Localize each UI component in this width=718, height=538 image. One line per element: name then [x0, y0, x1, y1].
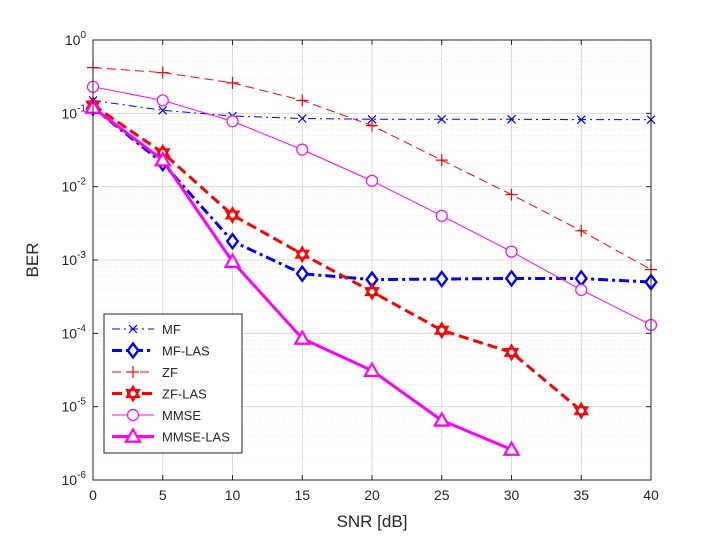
legend-marker-mmse — [126, 408, 140, 422]
data-point-mf-las — [225, 232, 240, 251]
data-point-mf-las — [435, 270, 449, 289]
data-point-mf — [297, 114, 307, 123]
y-axis-label: BER — [23, 243, 42, 278]
x-tick-label: 25 — [434, 487, 450, 503]
data-point-zf-las — [364, 282, 380, 301]
data-point-zf — [575, 224, 588, 237]
legend-marker-zf — [127, 366, 139, 378]
legend-marker-mf — [128, 324, 138, 334]
data-point-mmse — [575, 283, 588, 297]
legend-marker-zf-las — [125, 384, 141, 403]
plot-frame — [92, 39, 652, 481]
series-group — [84, 61, 658, 456]
data-point-mf — [507, 114, 516, 124]
legend-label-mf: MF — [162, 322, 181, 337]
legend-box — [103, 313, 243, 454]
data-point-mf — [158, 105, 168, 115]
legend-label-mmse: MMSE — [162, 408, 201, 423]
data-point-zf — [226, 76, 239, 89]
data-point-zf-las — [294, 245, 311, 264]
data-point-mf — [367, 114, 377, 124]
data-point-mf — [576, 115, 586, 125]
data-point-mmse — [296, 143, 309, 156]
data-point-zf-las — [503, 343, 520, 362]
series-line-mf — [92, 99, 651, 121]
data-point-mf-las — [504, 269, 519, 288]
x-tick-label: 20 — [364, 487, 380, 503]
x-axis-label: SNR [dB] — [337, 512, 408, 531]
x-tick-label: 0 — [89, 487, 97, 503]
legend: MF MF-LAS ZF ZF-LAS MMSE MMSE-LAS — [103, 313, 243, 454]
data-point-zf-las — [224, 206, 241, 225]
data-point-mmse — [156, 94, 169, 107]
data-point-zf — [435, 154, 448, 167]
axis-ticks: 0 5 10 15 20 25 30 35 4010010-110-210-310-410-51… — [62, 30, 659, 503]
x-tick-label: 10 — [225, 487, 241, 503]
data-point-mmse-las — [223, 252, 242, 268]
series-zf — [87, 61, 657, 276]
legend-label-zf: ZF — [162, 365, 178, 380]
data-point-mmse-las — [432, 411, 451, 427]
x-tick-label: 30 — [504, 487, 520, 503]
data-point-zf — [156, 66, 169, 79]
data-point-mmse — [435, 209, 448, 222]
x-tick-label: 35 — [573, 487, 589, 503]
data-point-mmse-las — [293, 329, 312, 345]
data-point-mmse — [365, 174, 379, 187]
data-point-mf-las — [295, 264, 309, 283]
data-point-mmse-las — [153, 150, 172, 167]
legend-marker-mmse-las — [124, 427, 142, 443]
x-tick-label: 5 — [159, 487, 167, 503]
data-point-zf-las — [573, 401, 590, 420]
legend-label-zf-las: ZF-LAS — [162, 387, 207, 402]
x-tick-label: 15 — [294, 487, 310, 503]
legend-label-mf-las: MF-LAS — [162, 344, 210, 359]
data-point-mf — [437, 114, 447, 124]
data-point-mmse-las — [502, 440, 521, 456]
data-point-zf — [296, 94, 309, 107]
data-point-zf-las — [433, 321, 450, 340]
legend-marker-mf-las — [126, 341, 140, 360]
x-tick-label: 40 — [643, 487, 659, 503]
data-point-mmse-las — [363, 361, 381, 377]
legend-label-mmse-las: MMSE-LAS — [162, 430, 230, 445]
data-point-mmse — [505, 245, 518, 258]
series-mmse-las — [84, 98, 521, 456]
data-point-zf — [366, 119, 378, 132]
data-point-zf — [505, 188, 518, 201]
data-point-mmse — [226, 115, 239, 128]
